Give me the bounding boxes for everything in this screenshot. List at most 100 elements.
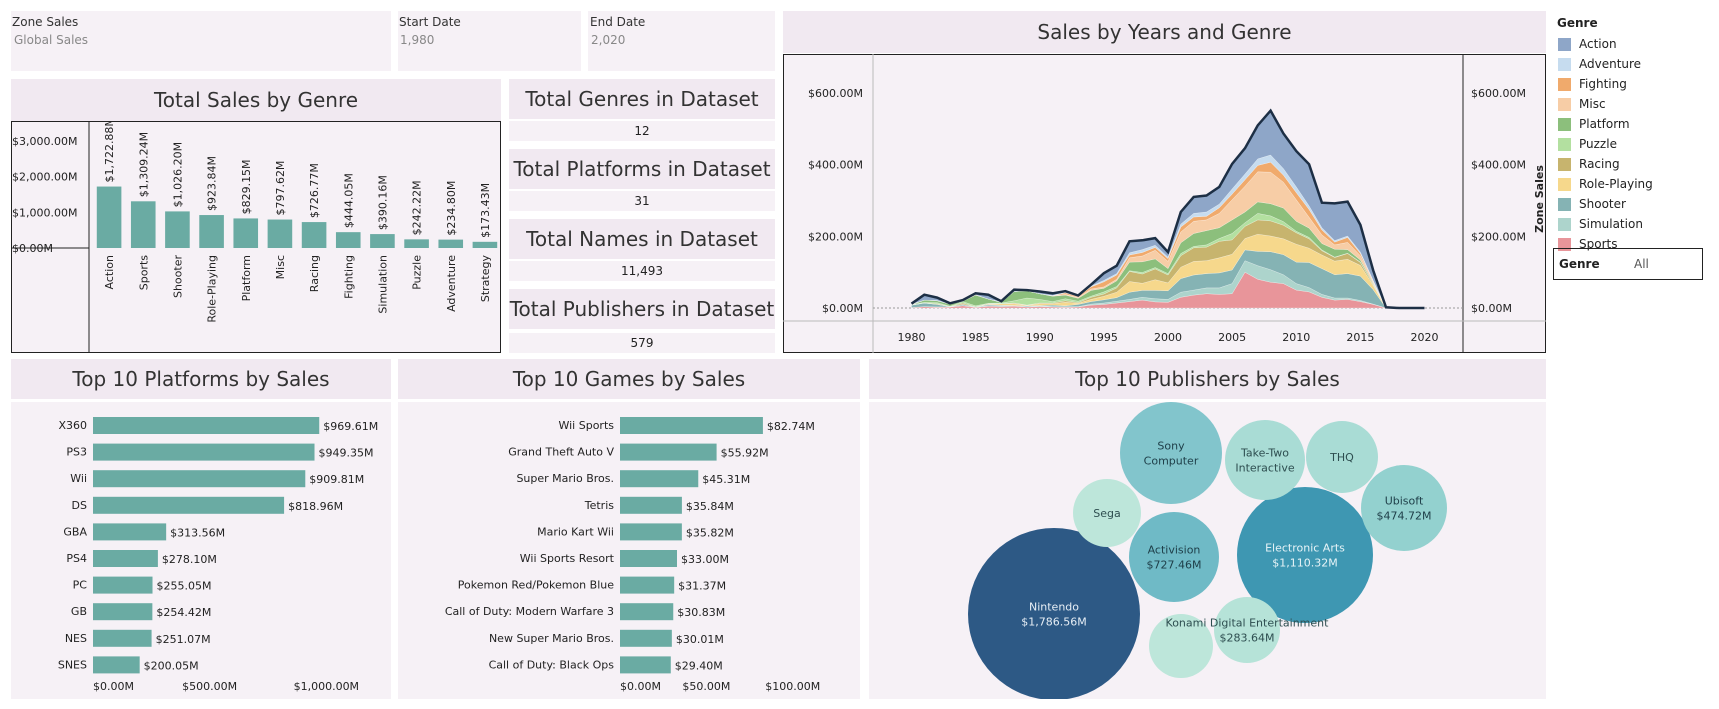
publisher-name: Sony: [1157, 440, 1185, 453]
hbar-bar[interactable]: [620, 550, 677, 567]
area-chart-frame: [783, 54, 1546, 353]
zone-filter[interactable]: Zone Sales Global Sales: [11, 11, 391, 71]
publisher-bubble[interactable]: [1225, 420, 1305, 500]
legend-item[interactable]: Platform: [1553, 114, 1713, 134]
genre-bar[interactable]: [130, 201, 156, 248]
hbar-category-label: Wii: [70, 472, 87, 485]
genre-category-label: Racing: [308, 255, 321, 292]
genre-bar-value-label: $1,309.24M: [137, 132, 150, 197]
genre-bar[interactable]: [335, 232, 361, 248]
hbar-value-label: $30.01M: [676, 633, 724, 646]
area-xtick-label: 2015: [1346, 331, 1374, 344]
hbar-bar[interactable]: [93, 656, 140, 674]
publisher-bubble[interactable]: [1214, 597, 1280, 663]
legend-swatch: [1558, 117, 1571, 131]
hbar-category-label: X360: [58, 419, 87, 432]
publisher-value: $1,110.32M: [1272, 557, 1337, 570]
publisher-bubble[interactable]: [1361, 465, 1447, 551]
zone-filter-value[interactable]: Global Sales: [14, 33, 89, 47]
legend-item[interactable]: Simulation: [1553, 214, 1713, 234]
legend-item[interactable]: Adventure: [1553, 54, 1713, 74]
hbar-bar[interactable]: [93, 576, 153, 594]
hbar-bar[interactable]: [93, 603, 153, 621]
legend-item[interactable]: Action: [1553, 34, 1713, 54]
legend-item[interactable]: Role-Playing: [1553, 174, 1713, 194]
hbar-bar[interactable]: [620, 417, 763, 434]
hbar-bar[interactable]: [93, 417, 320, 434]
hbar-value-label: $55.92M: [721, 447, 769, 460]
hbar-bar[interactable]: [93, 629, 152, 647]
hbar-bar[interactable]: [620, 443, 717, 461]
hbar-bar[interactable]: [620, 523, 682, 541]
publisher-name: Electronic Arts: [1265, 542, 1345, 555]
hbar-category-label: PS3: [66, 446, 87, 459]
publisher-bubble[interactable]: [1237, 487, 1373, 623]
area-ytick-label-left: $0.00M: [822, 302, 863, 315]
hbar-value-label: $30.83M: [677, 606, 725, 619]
hbar-category-label: SNES: [58, 658, 87, 671]
hbar-value-label: $818.96M: [288, 500, 343, 513]
legend-item[interactable]: Shooter: [1553, 194, 1713, 214]
hbar-bar[interactable]: [93, 550, 158, 567]
hbar-value-label: $31.37M: [678, 580, 726, 593]
legend-item[interactable]: Fighting: [1553, 74, 1713, 94]
publisher-value: $283.64M: [1220, 632, 1275, 645]
hbar-category-label: New Super Mario Bros.: [489, 632, 614, 645]
genre-bar[interactable]: [233, 218, 259, 248]
end-date-value[interactable]: 2,020: [591, 33, 626, 47]
hbar-bar[interactable]: [620, 496, 682, 514]
hbar-value-label: $313.56M: [170, 526, 225, 539]
legend-label: Platform: [1579, 117, 1630, 131]
genre-filter[interactable]: Genre All: [1553, 248, 1703, 280]
hbar-bar[interactable]: [93, 523, 167, 541]
publisher-name: Nintendo: [1029, 601, 1079, 614]
publisher-bubble[interactable]: [1129, 512, 1219, 602]
publisher-bubble[interactable]: [1120, 402, 1222, 504]
genre-bar[interactable]: [404, 239, 429, 248]
publisher-bubble[interactable]: [1149, 614, 1213, 678]
genre-bar[interactable]: [301, 222, 327, 248]
end-date-filter[interactable]: End Date 2,020: [588, 11, 775, 71]
platforms-chart: X360 $969.61M PS3 $949.35M Wii $909.81M DS $818…: [58, 417, 378, 693]
legend-item[interactable]: Misc: [1553, 94, 1713, 114]
genre-filter-value[interactable]: All: [1634, 257, 1649, 271]
genre-bar[interactable]: [438, 239, 464, 248]
hbar-value-label: $278.10M: [162, 553, 217, 566]
hbar-bar[interactable]: [620, 576, 675, 594]
legend-item[interactable]: Sports: [1553, 234, 1713, 254]
genre-bar[interactable]: [472, 241, 498, 248]
genre-ytick-label: $0.00M: [12, 242, 53, 255]
legend-item[interactable]: Puzzle: [1553, 134, 1713, 154]
hbar-bar[interactable]: [620, 603, 674, 621]
legend-label: Adventure: [1579, 57, 1642, 71]
hbar-category-label: Super Mario Bros.: [516, 472, 614, 485]
kpi-publishers-value: 579: [509, 333, 775, 353]
hbar-bar[interactable]: [620, 629, 672, 647]
publisher-name: Konami Digital Entertainment: [1166, 617, 1330, 630]
years-genre-title: Sales by Years and Genre: [783, 11, 1546, 53]
genre-bar[interactable]: [267, 219, 293, 248]
genre-bar[interactable]: [199, 215, 224, 248]
legend-label: Misc: [1579, 97, 1606, 111]
legend-item[interactable]: Racing: [1553, 154, 1713, 174]
publisher-bubble[interactable]: [968, 528, 1140, 700]
genre-bar[interactable]: [370, 234, 395, 248]
hbar-bar[interactable]: [620, 470, 699, 488]
start-date-filter[interactable]: Start Date 1,980: [398, 11, 581, 71]
publisher-bubble[interactable]: [1073, 479, 1141, 547]
hbar-bar[interactable]: [93, 496, 285, 514]
area-ytick-label-right: $0.00M: [1471, 302, 1512, 315]
genre-bar[interactable]: [165, 211, 190, 248]
hbar-bar[interactable]: [620, 656, 671, 674]
hbar-xtick-label: $0.00M: [620, 680, 661, 693]
hbar-xtick-label: $50.00M: [682, 680, 730, 693]
start-date-value[interactable]: 1,980: [400, 33, 435, 47]
genre-bar[interactable]: [96, 186, 122, 248]
area-ytick-label-right: $600.00M: [1471, 87, 1526, 100]
hbar-bar[interactable]: [93, 443, 315, 461]
hbar-bar[interactable]: [93, 470, 306, 488]
area-xtick-label: 2000: [1154, 331, 1182, 344]
publisher-bubble[interactable]: [1306, 421, 1378, 493]
games-chart: Wii Sports $82.74M Grand Theft Auto V $55.9…: [445, 417, 820, 693]
genre-bar-value-label: $242.22M: [411, 180, 424, 235]
